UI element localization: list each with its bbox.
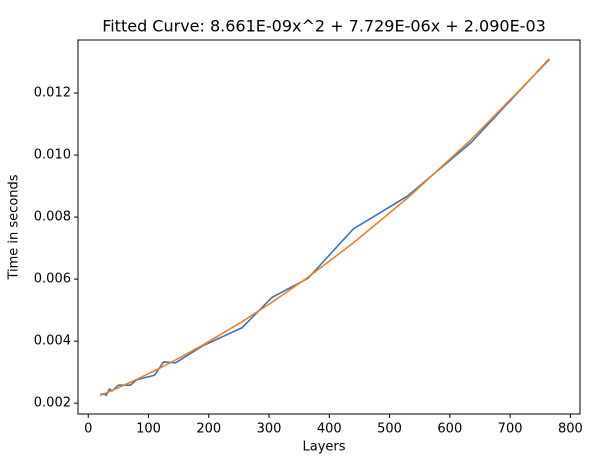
chart-title: Fitted Curve: 8.661E-09x^2 + 7.729E-06x … <box>102 17 546 36</box>
data-line <box>100 58 550 397</box>
x-axis-label: Layers <box>302 440 345 455</box>
x-tick-label: 500 <box>377 422 402 437</box>
x-tick-label: 0 <box>84 422 92 437</box>
x-tick-label: 100 <box>136 422 161 437</box>
data-line <box>99 59 550 397</box>
y-tick-label: 0.002 <box>34 396 71 411</box>
x-tick-label: 800 <box>558 422 583 437</box>
x-tick-label: 600 <box>437 422 462 437</box>
y-axis-label: Time in seconds <box>7 174 22 280</box>
y-tick-label: 0.010 <box>34 148 71 163</box>
y-tick-label: 0.012 <box>34 86 71 101</box>
x-tick-label: 200 <box>196 422 221 437</box>
x-tick-label: 300 <box>257 422 282 437</box>
y-tick-label: 0.004 <box>34 334 71 349</box>
y-tick-label: 0.006 <box>34 272 71 287</box>
y-tick-label: 0.008 <box>34 210 71 225</box>
x-tick-label: 700 <box>498 422 523 437</box>
plot-frame <box>77 39 581 415</box>
x-tick-label: 400 <box>317 422 342 437</box>
